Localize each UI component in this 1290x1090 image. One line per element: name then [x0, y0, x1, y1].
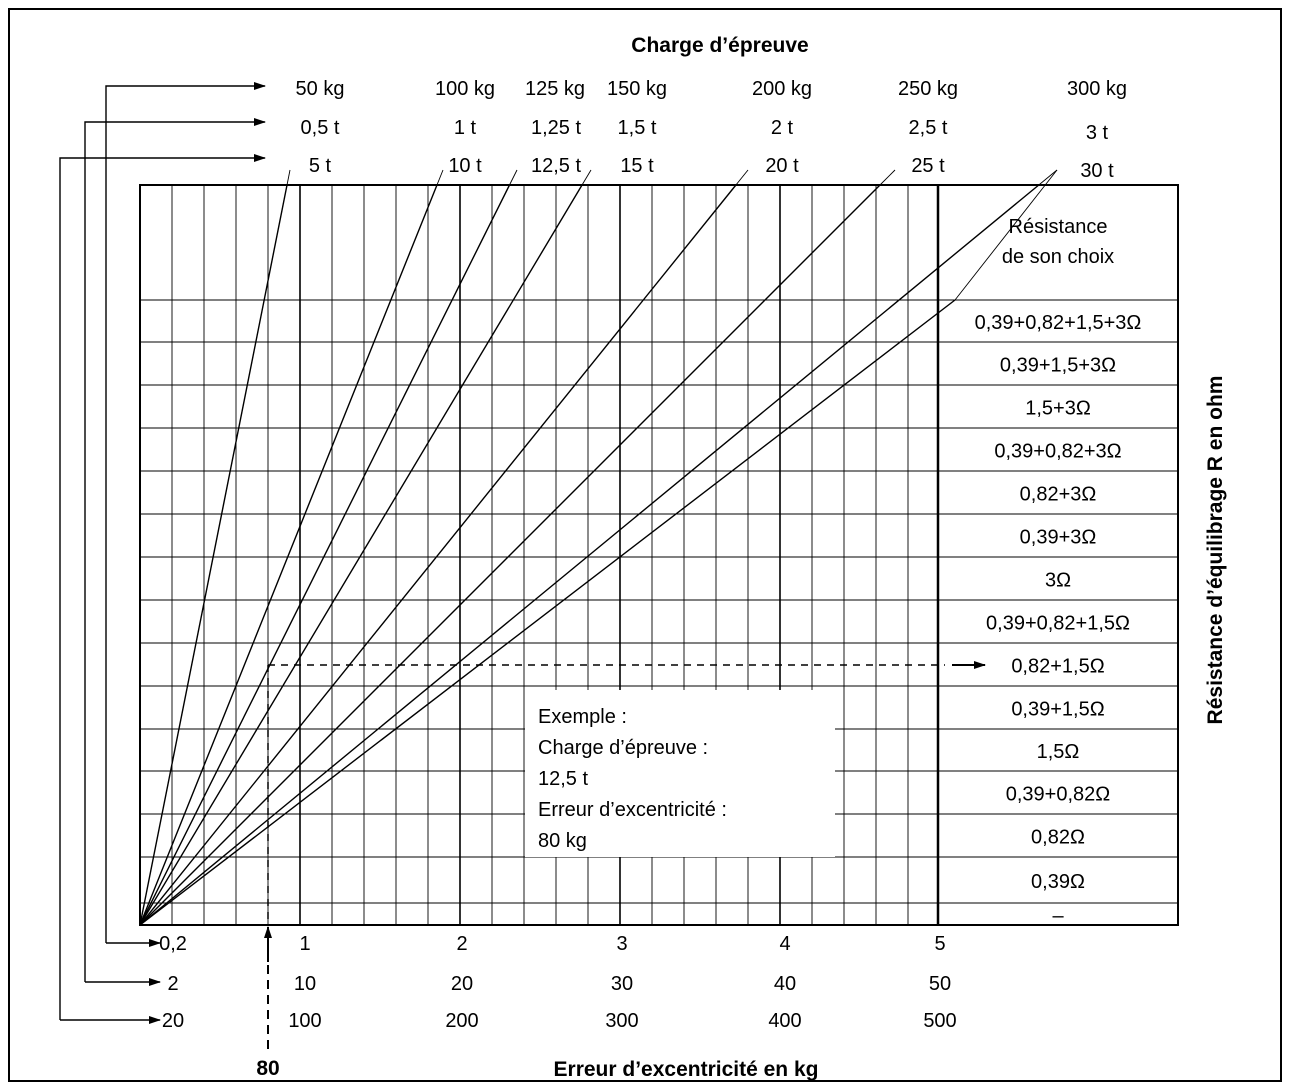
error-label: 10: [294, 973, 316, 995]
resistance-column: Résistance de son choix 0,39+0,82+1,5+3Ω 0,…: [975, 216, 1142, 927]
load-label: 200 kg: [752, 78, 812, 100]
resistance-value: 0,39+0,82+1,5Ω: [986, 613, 1130, 635]
load-label: 2,5 t: [909, 117, 948, 139]
example-line: Exemple :: [538, 706, 627, 728]
example-line: 80 kg: [538, 830, 587, 852]
error-label: 2: [456, 933, 467, 955]
load-label: 2 t: [771, 117, 794, 139]
resistance-value: 0,39Ω: [1031, 871, 1085, 893]
resistance-value: 0,39+0,82Ω: [1006, 784, 1111, 806]
load-ray-leader: [286, 169, 291, 186]
resistance-value: 0,39+3Ω: [1020, 527, 1097, 549]
load-label: 15 t: [620, 155, 654, 177]
resistance-value: 0,39+0,82+1,5+3Ω: [975, 312, 1142, 334]
resistance-value: 0,39+1,5+3Ω: [1000, 355, 1116, 377]
error-label: 100: [288, 1010, 321, 1032]
load-label: 30 t: [1080, 160, 1114, 182]
load-ray: [139, 184, 881, 926]
load-ray: [139, 184, 583, 926]
load-ray-leader: [581, 169, 592, 186]
error-label: 30: [611, 973, 633, 995]
load-ray-leader: [436, 169, 444, 186]
load-label: 1,25 t: [531, 117, 581, 139]
top-title: Charge d’épreuve: [631, 34, 808, 57]
resistance-value: 0,82+1,5Ω: [1011, 656, 1104, 678]
load-label: 12,5 t: [531, 155, 581, 177]
load-label: 0,5 t: [301, 117, 340, 139]
load-label: 50 kg: [296, 78, 345, 100]
load-label: 1 t: [454, 117, 477, 139]
load-ray-300: [139, 299, 956, 926]
resistance-value: –: [1052, 905, 1064, 927]
load-rays: [139, 169, 1058, 926]
resistance-header-line2: de son choix: [1002, 246, 1114, 268]
load-label: 100 kg: [435, 78, 495, 100]
error-label: 5: [934, 933, 945, 955]
error-label: 40: [774, 973, 796, 995]
load-label: 125 kg: [525, 78, 585, 100]
error-label: 4: [779, 933, 790, 955]
resistance-value: 1,5Ω: [1037, 741, 1080, 763]
example-marker-label: 80: [256, 1057, 279, 1080]
error-label: 3: [616, 933, 627, 955]
load-label: 1,5 t: [618, 117, 657, 139]
load-ray: [139, 184, 1040, 926]
load-label: 5 t: [309, 155, 332, 177]
load-label: 3 t: [1086, 122, 1109, 144]
error-labels: 0,2 1 2 3 4 5 2 10 20 30 40 50 20 100 200 300 400 500: [159, 933, 957, 1032]
load-ray-leader: [879, 169, 896, 186]
resistance-value: 3Ω: [1045, 570, 1071, 592]
resistance-value: 0,82+3Ω: [1020, 484, 1097, 506]
bracket-load-0-5t: [84, 118, 266, 982]
error-label: 500: [923, 1010, 956, 1032]
load-label: 150 kg: [607, 78, 667, 100]
scale-brackets: [59, 82, 266, 1024]
example-box: [525, 690, 835, 857]
resistance-value: 0,39+0,82+3Ω: [994, 441, 1121, 463]
right-title: Résistance d’équilibrage R en ohm: [1204, 376, 1227, 725]
example-line: 12,5 t: [538, 768, 588, 790]
error-label: 300: [605, 1010, 638, 1032]
bottom-title: Erreur d’excentricité en kg: [554, 1058, 819, 1081]
load-label: 25 t: [911, 155, 945, 177]
load-label: 250 kg: [898, 78, 958, 100]
outer-border: [8, 8, 1282, 1082]
load-ray-300-leader: [954, 169, 1058, 301]
load-ray: [139, 184, 737, 926]
load-labels: 50 kg 100 kg 125 kg 150 kg 200 kg 250 kg 300 k…: [296, 78, 1128, 182]
example-text: Exemple : Charge d’épreuve : 12,5 t Erreur …: [538, 706, 727, 852]
load-ray: [139, 184, 288, 926]
error-label: 2: [167, 973, 178, 995]
error-label: 0,2: [159, 933, 187, 955]
resistance-value: 0,82Ω: [1031, 827, 1085, 849]
error-label: 200: [445, 1010, 478, 1032]
example-line: Charge d’épreuve :: [538, 737, 708, 759]
error-label: 1: [299, 933, 310, 955]
error-label: 50: [929, 973, 951, 995]
error-label: 20: [451, 973, 473, 995]
load-ray: [139, 184, 438, 926]
load-ray: [139, 184, 511, 926]
plot-frame: [139, 184, 1179, 926]
error-label: 400: [768, 1010, 801, 1032]
load-ray-leader: [509, 169, 518, 186]
resistance-value: 0,39+1,5Ω: [1011, 699, 1104, 721]
load-label: 10 t: [448, 155, 482, 177]
bracket-load-50kg: [105, 82, 266, 943]
resistance-header-line1: Résistance: [1009, 216, 1108, 238]
load-ray-leader: [735, 169, 749, 186]
load-ray-leader: [1038, 169, 1058, 186]
example-line: Erreur d’excentricité :: [538, 799, 727, 821]
load-label: 20 t: [765, 155, 799, 177]
bracket-load-5t: [59, 154, 266, 1020]
load-label: 300 kg: [1067, 78, 1127, 100]
resistance-value: 1,5+3Ω: [1025, 398, 1091, 420]
error-label: 20: [162, 1010, 184, 1032]
